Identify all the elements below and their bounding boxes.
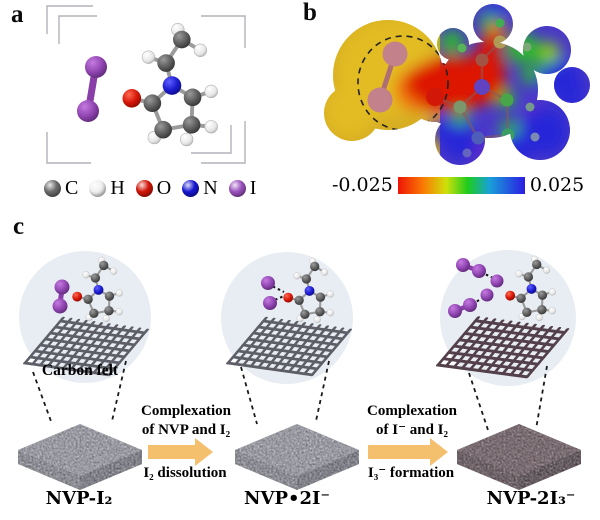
- colorbar-min-label: -0.025: [332, 174, 393, 196]
- legend-symbol: C: [65, 177, 79, 199]
- arrow2-text-bottom: I₃⁻ formation: [367, 465, 455, 481]
- stage2-molecules: [261, 256, 335, 324]
- arrow1-text-bottom: I₂ dissolution: [143, 465, 227, 481]
- panel-a-label: a: [11, 1, 24, 28]
- iodine-molecule: [77, 56, 107, 122]
- arrow2-text-line1: Complexation: [367, 403, 457, 419]
- reaction-arrow-1: [148, 438, 213, 466]
- stage3-label: NVP-2I₃⁻: [486, 488, 576, 509]
- legend-symbol: O: [156, 177, 172, 199]
- panel-b-label: b: [303, 0, 317, 26]
- arrow1-text-line1: Complexation: [141, 403, 231, 419]
- esp-embedded-atoms: [367, 18, 540, 162]
- reaction-arrow-2: [368, 438, 448, 466]
- stage3-molecules: [448, 254, 557, 322]
- slab-nvp-i2: [18, 424, 142, 490]
- arrow2-text-line2: of I⁻ and I₂: [375, 422, 449, 438]
- legend-item-carbon: C: [44, 177, 78, 200]
- colorbar-gradient: [397, 176, 525, 194]
- iodine-atom-icon: [228, 180, 246, 197]
- panel-c-scheme-svg: [18, 250, 581, 490]
- panel-b-esp-svg: [324, 4, 590, 165]
- legend-item-hydrogen: H: [89, 177, 125, 200]
- panel-c-label: c: [13, 213, 25, 240]
- oxygen-atom-icon: [135, 180, 153, 197]
- slab-nvp-2i3: [457, 424, 581, 490]
- hydrogen-atom-icon: [89, 180, 107, 197]
- esp-dashed-circle: [357, 35, 449, 131]
- panel-a-structure-svg: [46, 5, 246, 164]
- stage1-label: NVP-I₂: [45, 488, 113, 509]
- esp-surface: [324, 4, 590, 165]
- stage1-molecules: [52, 255, 124, 323]
- nvp-molecule: [120, 21, 220, 148]
- legend-symbol: I: [249, 177, 257, 199]
- legend-symbol: H: [110, 177, 125, 199]
- carbon-atom-icon: [44, 180, 61, 197]
- stage2-label: NVP•2I⁻: [244, 488, 330, 509]
- legend-item-nitrogen: N: [182, 177, 218, 200]
- nitrogen-atom-icon: [182, 180, 200, 197]
- crystal-brackets: [46, 5, 246, 164]
- atom-legend: C H O N I: [44, 177, 256, 200]
- carbon-felt-label: Carbon felt: [41, 362, 119, 379]
- esp-colorbar: -0.025 0.025: [332, 174, 584, 196]
- slab-nvp-2i: [235, 424, 359, 490]
- arrow1-text-line2: of NVP and I₂: [141, 422, 231, 438]
- legend-symbol: N: [203, 177, 218, 199]
- legend-item-oxygen: O: [135, 177, 172, 200]
- zoom-connector-lines: [32, 360, 548, 434]
- legend-item-iodine: I: [228, 177, 257, 200]
- colorbar-max-label: 0.025: [529, 174, 585, 196]
